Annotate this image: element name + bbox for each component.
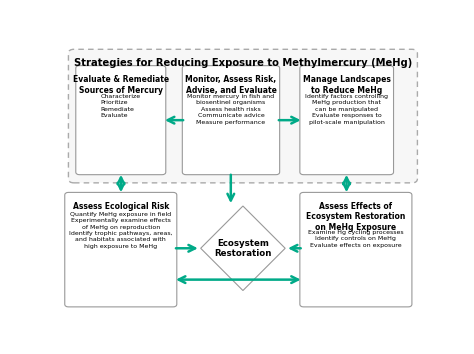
Text: Evaluate & Remediate
Sources of Mercury: Evaluate & Remediate Sources of Mercury xyxy=(73,75,169,95)
FancyBboxPatch shape xyxy=(182,65,280,175)
Text: Strategies for Reducing Exposure to Methylmercury (MeHg): Strategies for Reducing Exposure to Meth… xyxy=(74,58,412,68)
Text: Monitor mercury in fish and
biosentinel organisms
Assess health risks
Communicat: Monitor mercury in fish and biosentinel … xyxy=(187,94,274,125)
Text: Assess Ecological Risk: Assess Ecological Risk xyxy=(73,202,169,211)
Text: Assess Effects of
Ecosystem Restoration
on MeHg Exposure: Assess Effects of Ecosystem Restoration … xyxy=(306,202,406,232)
Text: Quantify MeHg exposure in field
Experimentally examine effects
of MeHg on reprod: Quantify MeHg exposure in field Experime… xyxy=(69,212,173,249)
FancyBboxPatch shape xyxy=(300,65,393,175)
FancyBboxPatch shape xyxy=(65,193,177,307)
Polygon shape xyxy=(201,206,285,291)
Text: Examine Hg cycling processes
Identify controls on MeHg
Evaluate effects on expos: Examine Hg cycling processes Identify co… xyxy=(308,230,404,247)
FancyBboxPatch shape xyxy=(300,193,412,307)
Text: Characterize
Prioritize
Remediate
Evaluate: Characterize Prioritize Remediate Evalua… xyxy=(100,94,141,118)
Text: Identify factors controlling
MeHg production that
can be manipulated
Evaluate re: Identify factors controlling MeHg produc… xyxy=(305,94,388,125)
Text: Monitor, Assess Risk,
Advise, and Evaluate: Monitor, Assess Risk, Advise, and Evalua… xyxy=(185,75,276,95)
Text: Ecosystem
Restoration: Ecosystem Restoration xyxy=(214,239,272,258)
Text: Manage Landscapes
to Reduce MeHg: Manage Landscapes to Reduce MeHg xyxy=(303,75,391,95)
FancyBboxPatch shape xyxy=(68,49,418,183)
FancyBboxPatch shape xyxy=(76,65,166,175)
